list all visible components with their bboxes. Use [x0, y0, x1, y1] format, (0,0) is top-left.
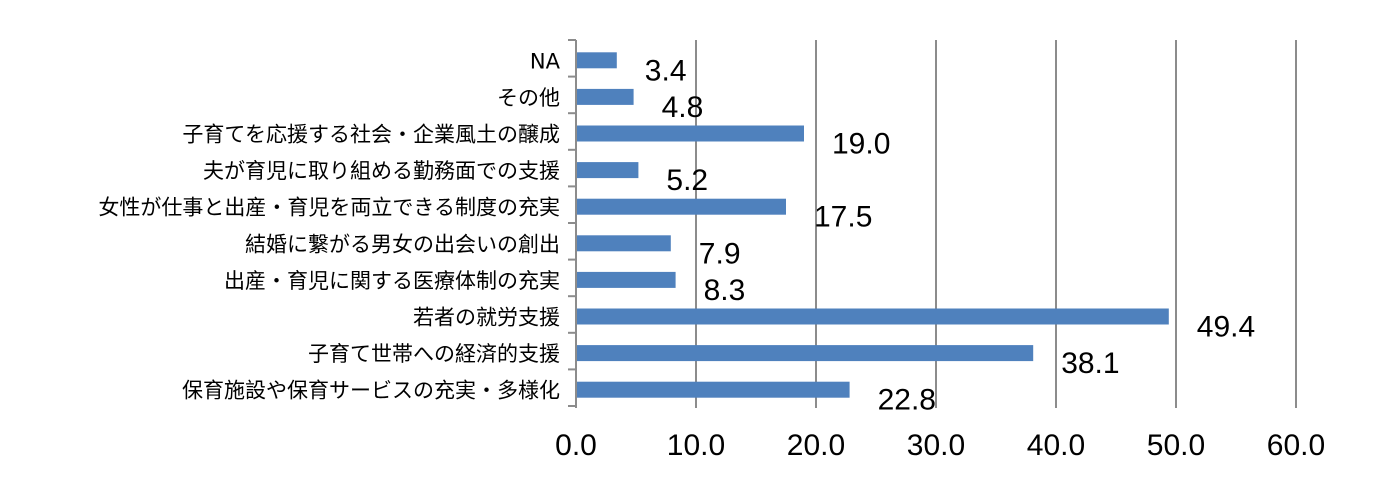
- bar-4: [576, 198, 786, 215]
- category-label-8: 子育て世帯への経済的支援: [308, 342, 560, 366]
- bar-0: [576, 52, 617, 69]
- x-tick-label-1: 10.0: [667, 429, 725, 462]
- x-tick-label-3: 30.0: [907, 429, 965, 462]
- category-label-7: 若者の就労支援: [413, 306, 560, 330]
- value-label-8: 38.1: [1061, 347, 1119, 380]
- value-label-1: 4.8: [662, 91, 704, 124]
- x-tick-label-0: 0.0: [555, 429, 597, 462]
- bar-9: [576, 381, 850, 398]
- bar-1: [576, 88, 634, 105]
- value-label-2: 19.0: [832, 128, 890, 161]
- x-tick-label-6: 60.0: [1267, 429, 1325, 462]
- bar-6: [576, 271, 676, 288]
- category-label-2: 子育てを応援する社会・企業風土の醸成: [182, 123, 560, 147]
- value-label-5: 7.9: [699, 237, 741, 270]
- value-label-7: 49.4: [1197, 311, 1255, 344]
- category-label-0: NA: [530, 49, 561, 73]
- category-label-5: 結婚に繋がる男女の出会いの創出: [245, 232, 560, 256]
- x-tick-label-5: 50.0: [1147, 429, 1205, 462]
- value-label-0: 3.4: [645, 54, 687, 87]
- category-label-9: 保育施設や保育サービスの充実・多様化: [182, 379, 560, 403]
- bar-2: [576, 125, 804, 142]
- axes: [568, 39, 577, 408]
- bar-3: [576, 162, 639, 179]
- x-tick-label-4: 40.0: [1027, 429, 1085, 462]
- bars: [576, 52, 1169, 398]
- category-label-3: 夫が育児に取り組める勤務面での支援: [203, 159, 560, 183]
- bar-5: [576, 235, 671, 252]
- value-label-6: 8.3: [704, 274, 746, 307]
- category-label-6: 出産・育児に関する医療体制の充実: [224, 269, 560, 293]
- category-label-4: 女性が仕事と出産・育児を両立できる制度の充実: [98, 196, 560, 220]
- value-label-3: 5.2: [666, 164, 708, 197]
- bar-7: [576, 308, 1169, 325]
- category-label-1: その他: [497, 86, 560, 110]
- x-tick-label-2: 20.0: [787, 429, 845, 462]
- bar-8: [576, 345, 1034, 362]
- labels: 0.0 10.0 20.0 30.0 40.0 50.0 60.0 NA 3.4 その他 4.8 子育…: [98, 49, 1325, 462]
- value-label-4: 17.5: [814, 201, 872, 234]
- value-label-9: 22.8: [878, 384, 936, 417]
